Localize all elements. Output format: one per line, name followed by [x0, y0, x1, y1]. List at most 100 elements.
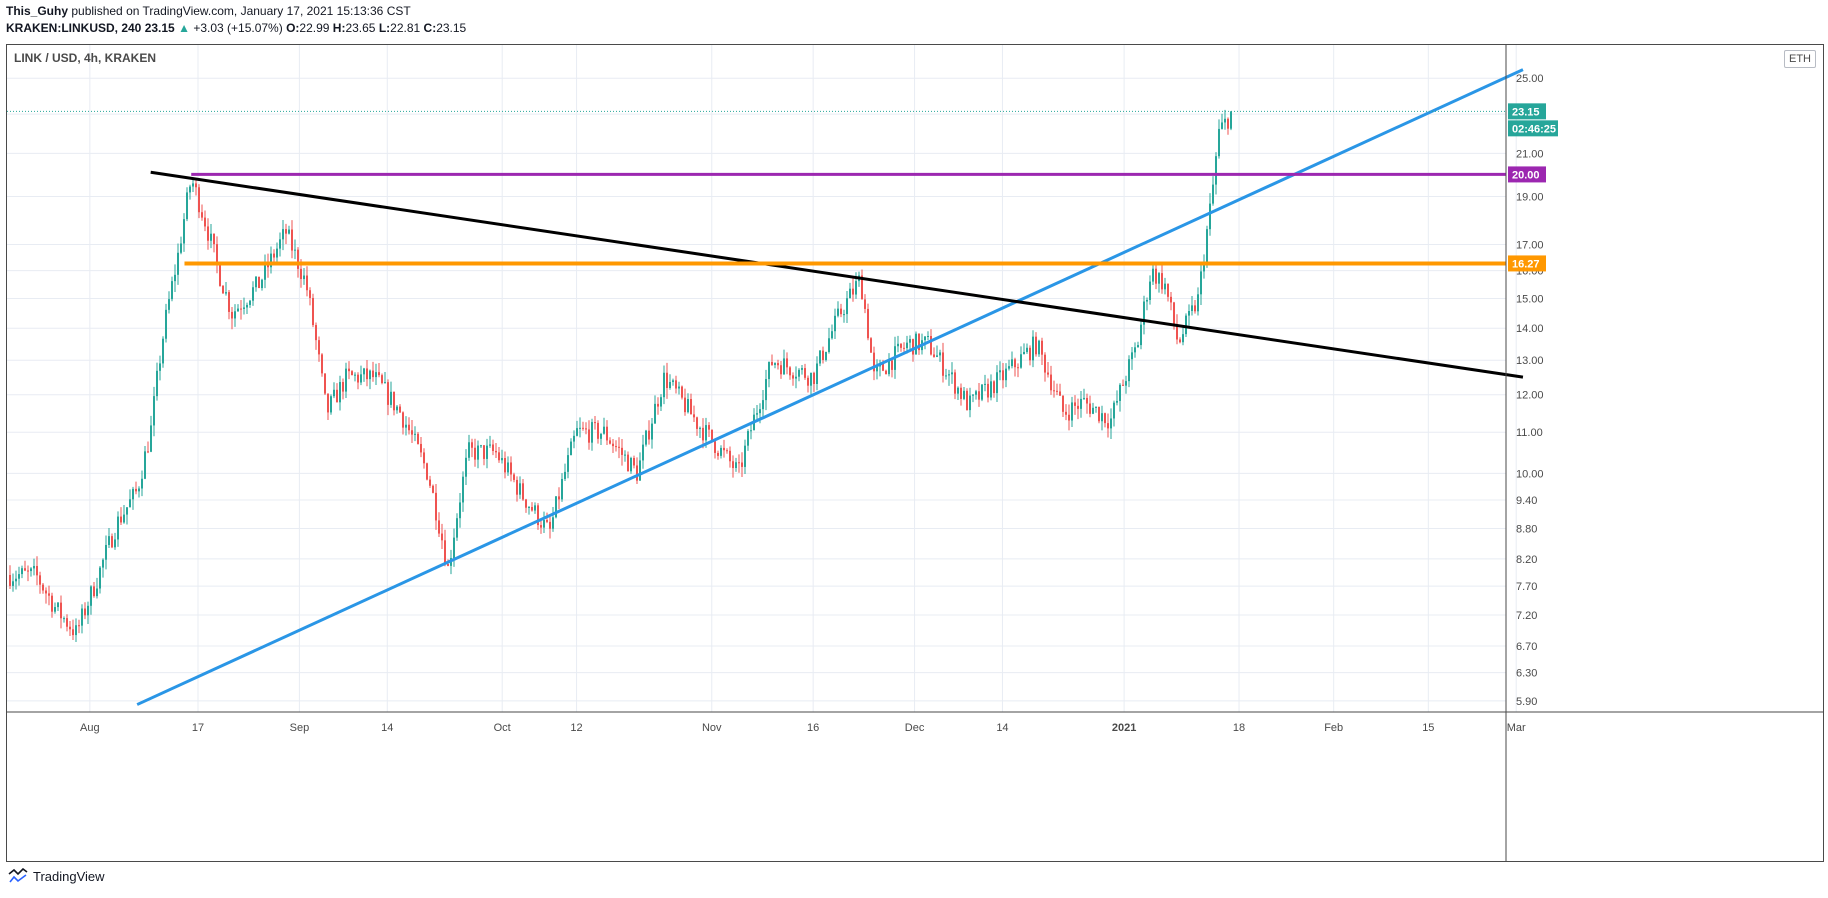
- y-tick-label: 15.00: [1516, 293, 1544, 305]
- candle-body: [402, 412, 404, 428]
- candle-body: [723, 447, 725, 451]
- candle-body: [1179, 339, 1181, 343]
- y-tick-label: 21.00: [1516, 148, 1544, 160]
- candle-body: [570, 441, 572, 456]
- candle-body: [714, 441, 716, 453]
- candle-body: [309, 290, 311, 298]
- candle-body: [171, 281, 173, 300]
- candle-body: [951, 372, 953, 375]
- candle-body: [294, 249, 296, 251]
- author-name[interactable]: This_Guhy: [6, 4, 69, 18]
- candle-body: [603, 426, 605, 434]
- candle-body: [645, 430, 647, 445]
- candle-body: [477, 445, 479, 460]
- candle-body: [948, 374, 950, 376]
- candle-body: [1221, 122, 1223, 129]
- candle-body: [465, 457, 467, 477]
- candle-body: [204, 217, 206, 227]
- candle-body: [420, 443, 422, 453]
- candle-body: [801, 368, 803, 370]
- candle-body: [105, 544, 107, 560]
- candle-body: [291, 229, 293, 251]
- candle-body: [9, 575, 11, 586]
- chart-title: LINK / USD, 4h, KRAKEN: [14, 51, 156, 65]
- change-value: +3.03 (+15.07%): [193, 21, 283, 35]
- open-value: 22.99: [299, 21, 330, 35]
- candle-body: [798, 369, 800, 377]
- candle-body: [1026, 347, 1028, 352]
- countdown-label-box: [1508, 120, 1558, 137]
- candle-body: [780, 365, 782, 375]
- candle-body: [1128, 359, 1130, 382]
- currency-toggle-button[interactable]: ETH: [1784, 50, 1816, 68]
- candle-body: [279, 239, 281, 249]
- candle-body: [624, 454, 626, 456]
- candle-body: [582, 427, 584, 429]
- candle-body: [381, 375, 383, 384]
- y-tick-label: 25.00: [1516, 73, 1544, 85]
- candle-body: [813, 372, 815, 384]
- candle-body: [573, 435, 575, 442]
- candle-body: [120, 516, 122, 523]
- candle-body: [789, 367, 791, 376]
- candle-body: [18, 574, 20, 579]
- candle-body: [201, 212, 203, 218]
- candle-body: [1218, 128, 1220, 157]
- candle-body: [486, 445, 488, 459]
- candle-body: [1182, 334, 1184, 343]
- candle-body: [264, 262, 266, 280]
- candle-body: [117, 516, 119, 540]
- candle-body: [693, 414, 695, 418]
- candle-body: [609, 440, 611, 444]
- candle-body: [1215, 156, 1217, 185]
- candle-body: [849, 288, 851, 299]
- candle-body: [1110, 418, 1112, 429]
- candle-body: [39, 575, 41, 585]
- candle-body: [1032, 336, 1034, 361]
- candle-body: [987, 383, 989, 398]
- candle-body: [426, 463, 428, 480]
- candle-body: [492, 444, 494, 451]
- candle-body: [882, 363, 884, 371]
- candle-body: [297, 249, 299, 269]
- candle-body: [1149, 281, 1151, 301]
- candle-body: [258, 276, 260, 289]
- tradingview-logo-icon: [8, 868, 28, 883]
- candle-body: [915, 333, 917, 355]
- candle-body: [735, 462, 737, 469]
- candle-body: [927, 336, 929, 338]
- close-label: C:: [423, 21, 437, 35]
- candle-body: [1146, 300, 1148, 302]
- y-tick-label: 19.00: [1516, 192, 1544, 204]
- low-value: 22.81: [390, 21, 421, 35]
- candle-body: [165, 309, 167, 339]
- change-arrow-icon: ▲: [178, 21, 190, 35]
- candle-body: [177, 252, 179, 275]
- candle-body: [144, 451, 146, 479]
- candle-body: [216, 244, 218, 264]
- candle-body: [1020, 354, 1022, 368]
- footer-brand[interactable]: TradingView: [33, 868, 105, 884]
- candle-body: [1197, 294, 1199, 312]
- x-tick-label: 16: [807, 722, 819, 734]
- candle-body: [228, 292, 230, 312]
- candle-body: [960, 387, 962, 399]
- candle-body: [51, 595, 53, 612]
- y-tick-label: 8.20: [1516, 554, 1537, 566]
- candle-body: [765, 379, 767, 401]
- x-tick-label: Feb: [1324, 722, 1343, 734]
- candle-body: [132, 488, 134, 500]
- candle-body: [1113, 402, 1115, 419]
- candle-body: [594, 422, 596, 424]
- candle-body: [924, 336, 926, 341]
- footer: TradingView: [8, 868, 105, 884]
- candle-body: [372, 370, 374, 378]
- grid-lines: [7, 45, 1517, 712]
- candle-body: [984, 383, 986, 385]
- candle-body: [825, 352, 827, 360]
- high-value: 23.65: [345, 21, 376, 35]
- candle-body: [24, 568, 26, 571]
- candle-body: [627, 454, 629, 472]
- candle-body: [1092, 407, 1094, 414]
